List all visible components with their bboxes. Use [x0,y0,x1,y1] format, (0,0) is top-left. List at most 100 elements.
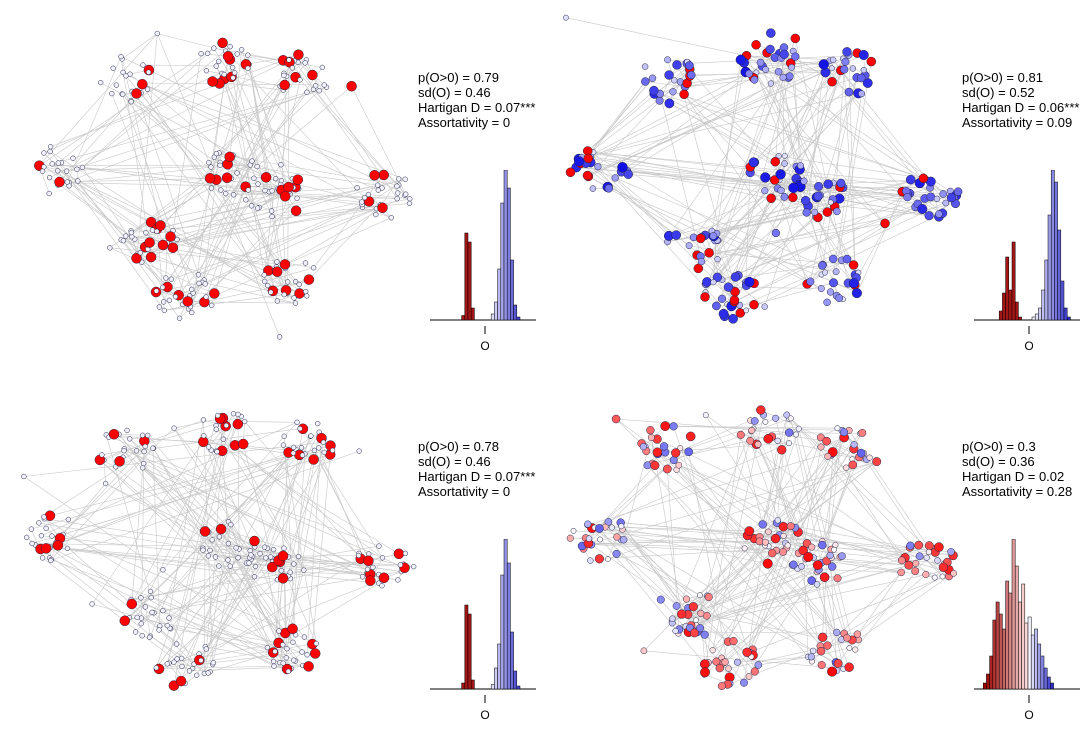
stats-block: p(O>0) = 0.81 sd(O) = 0.52 Hartigan D = … [962,70,1079,130]
network-edge [380,178,399,207]
network-edge [67,548,367,574]
network-node [89,601,95,607]
network-edge [283,436,296,635]
network-edge [190,217,392,307]
network-node [775,169,786,180]
network-node [141,448,147,455]
network-node [146,634,153,640]
network-node [679,89,689,100]
network-node [640,647,648,655]
network-edge [682,563,916,628]
network-node [144,86,151,92]
network-edge [49,59,290,178]
network-node [789,560,798,569]
network-node [912,559,920,567]
network-node [800,177,808,185]
network-node [824,452,832,460]
network-node [685,242,693,250]
network-edge [826,441,903,561]
stat-line: Hartigan D = 0.06*** [962,100,1080,115]
network-node [289,65,296,71]
network-node [301,634,308,640]
network-node [906,541,915,550]
network-node [947,548,955,556]
network-node [918,173,929,184]
network-edge [43,67,233,154]
network-edge [627,170,944,195]
network-edge [52,86,327,165]
network-edge [205,646,303,666]
network-edge [281,76,287,194]
network-node [251,175,257,181]
network-edge [853,190,907,284]
network-node [214,449,220,455]
network-node [709,647,716,654]
network-node [911,567,920,576]
network-node [163,275,169,281]
network-node [364,566,371,572]
network-node [774,517,781,524]
network-edge [673,418,790,461]
network-node [388,215,394,221]
network-node [562,14,569,21]
network-edge [795,38,849,284]
network-node [671,77,678,84]
network-node [848,278,859,289]
network-node [131,88,142,99]
stat-line: p(O>0) = 0.79 [418,70,499,85]
network-node [394,183,400,189]
network-edge [700,613,823,639]
network-node [279,79,290,91]
network-edge [587,76,790,176]
network-node [717,682,726,690]
network-node [123,233,129,239]
network-node [286,57,292,63]
network-node [798,545,808,556]
network-node [179,655,185,662]
network-node [935,210,943,218]
network-node [830,56,837,64]
network-node [39,168,46,174]
network-edge [591,527,706,665]
histogram-bar [461,315,466,321]
network-node [787,415,794,422]
network-node [715,663,725,673]
network-node [278,162,284,168]
network-edge [203,419,213,665]
histogram-bar [1050,682,1054,690]
network-node [311,447,318,454]
histogram-bar [464,604,469,690]
network-node [744,526,755,536]
network-edge [683,94,811,282]
network-node [377,202,388,214]
network-node [730,286,740,297]
network-node [745,673,753,680]
network-node [142,604,149,610]
network-node [780,193,789,201]
network-node [669,88,677,96]
network-node [218,187,224,193]
network-edge [288,450,315,576]
histogram-bar [464,232,469,321]
network-node [281,72,287,79]
network-node [223,422,229,429]
network-edge [167,425,227,664]
network-edge [590,152,622,173]
network-node [843,464,850,471]
histogram: O [430,539,536,722]
network-edge [594,527,689,615]
network-node [905,174,916,185]
network-edge [23,442,324,477]
network-edge [351,86,406,195]
network-edge [835,61,872,272]
network-edge [99,459,294,643]
histogram-bar [500,202,505,321]
network-node [746,436,755,445]
network-node [121,448,127,454]
network-node [79,164,86,171]
network-node [779,548,787,556]
network-edge [581,465,656,547]
network-node [153,288,160,294]
network-node [702,277,712,287]
network-node [858,90,866,98]
